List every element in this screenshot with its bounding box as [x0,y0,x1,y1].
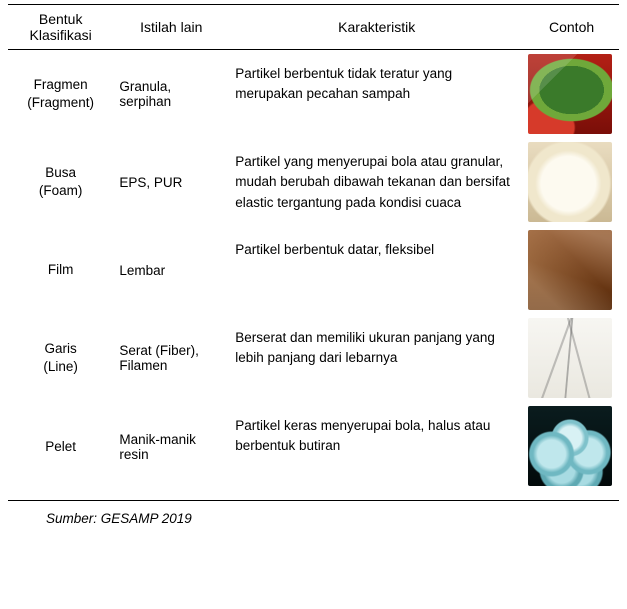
pellet-sample-image [528,406,612,486]
classification-name-line: Busa [45,165,76,180]
alias-line: Granula, [119,79,171,94]
alias-cell: Lembar [113,226,229,314]
header-text: Klasifikasi [30,27,92,43]
alias-line: Serat (Fiber), [119,343,199,358]
classification-name-cell: Pelet [8,402,113,501]
alias-cell: Granula,serpihan [113,50,229,139]
alias-line: Manik-manik [119,432,196,447]
classification-name-cell: Fragmen (Fragment) [8,50,113,139]
alias-line: Lembar [119,263,165,278]
source-citation: Sumber: GESAMP 2019 [8,501,619,526]
table-row: Garis(Line)Serat (Fiber),FilamenBerserat… [8,314,619,402]
example-image-cell [524,402,619,501]
alias-line: resin [119,447,148,462]
classification-name-line: (Fragment) [27,95,94,110]
alias-cell: EPS, PUR [113,138,229,226]
header-karakteristik: Karakteristik [229,5,524,50]
classification-name-line: Film [48,262,74,277]
fragment-sample-image [528,54,612,134]
example-image-cell [524,226,619,314]
header-istilah-lain: Istilah lain [113,5,229,50]
characteristic-cell: Berserat dan memiliki ukuran panjang yan… [229,314,524,402]
classification-name-line: Garis [45,341,77,356]
classification-name-cell: Busa (Foam) [8,138,113,226]
table-row: Busa (Foam) EPS, PUR Partikel yang menyerup… [8,138,619,226]
classification-name-line: (Foam) [39,183,83,198]
classification-name-line: (Line) [43,359,78,374]
classification-table: Bentuk Klasifikasi Istilah lain Karakter… [8,4,619,501]
header-bentuk-klasifikasi: Bentuk Klasifikasi [8,5,113,50]
film-sample-image [528,230,612,310]
header-text: Bentuk [39,11,83,27]
header-contoh: Contoh [524,5,619,50]
example-image-cell [524,314,619,402]
characteristic-cell: Partikel berbentuk tidak teratur yang me… [229,50,524,139]
characteristic-cell: Partikel berbentuk datar, fleksibel [229,226,524,314]
classification-name-cell: Film [8,226,113,314]
example-image-cell [524,138,619,226]
alias-cell: Manik-manikresin [113,402,229,501]
characteristic-cell: Partikel keras menyerupai bola, halus at… [229,402,524,501]
table-row: Fragmen(Fragment)Granula,serpihanPartike… [8,50,619,139]
alias-line: serpihan [119,94,171,109]
alias-line: Filamen [119,358,167,373]
line-sample-image [528,318,612,398]
example-image-cell [524,50,619,139]
alias-cell: Serat (Fiber),Filamen [113,314,229,402]
table-row: PeletManik-manikresinPartikel keras meny… [8,402,619,501]
alias-line: EPS, PUR [119,175,182,190]
table-row: Film Lembar Partikel berbentuk datar, flek… [8,226,619,314]
foam-sample-image [528,142,612,222]
table-header-row: Bentuk Klasifikasi Istilah lain Karakter… [8,5,619,50]
classification-table-wrapper: Bentuk Klasifikasi Istilah lain Karakter… [0,0,627,526]
classification-name-line: Fragmen [34,77,88,92]
classification-name-line: Pelet [45,439,76,454]
characteristic-cell: Partikel yang menyerupai bola atau granu… [229,138,524,226]
classification-name-cell: Garis (Line) [8,314,113,402]
